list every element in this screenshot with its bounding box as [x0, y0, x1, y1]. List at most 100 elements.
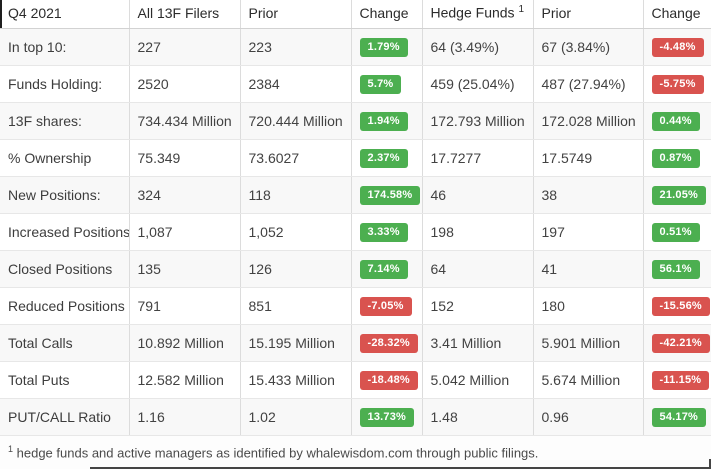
hedge-funds-change-cell: -5.75%: [643, 65, 711, 103]
window-edge-artifact-left: [0, 0, 2, 28]
hedge-funds-change-badge: -42.21%: [651, 333, 710, 353]
all-filers-value: 1.16: [129, 398, 241, 436]
hedge-funds-change-badge: 21.05%: [651, 185, 707, 205]
hedge-funds-value: 459 (25.04%): [422, 65, 534, 103]
all-filers-change-cell: -18.48%: [351, 361, 423, 399]
all-filers-value: 324: [129, 176, 241, 214]
row-label: Total Calls: [0, 324, 130, 362]
row-label: Reduced Positions: [0, 287, 130, 325]
all-filers-prior: 15.195 Million: [240, 324, 352, 362]
hedge-funds-change-cell: -15.56%: [643, 287, 711, 325]
hedge-funds-change-badge: -11.15%: [651, 370, 710, 390]
table-row: Reduced Positions 791 851 -7.05% 152 180…: [0, 287, 711, 325]
hedge-funds-value: 64 (3.49%): [422, 28, 534, 66]
hedge-funds-prior: 17.5749: [533, 139, 644, 177]
hedge-funds-prior: 0.96: [533, 398, 644, 436]
all-filers-change-cell: 1.94%: [351, 102, 423, 140]
all-filers-change-cell: 3.33%: [351, 213, 423, 251]
column-header-prior-hf: Prior: [533, 0, 644, 29]
column-header-prior-all: Prior: [240, 0, 352, 29]
all-filers-value: 135: [129, 250, 241, 288]
hedge-funds-prior: 67 (3.84%): [533, 28, 644, 66]
hedge-funds-value: 172.793 Million: [422, 102, 534, 140]
all-filers-prior: 851: [240, 287, 352, 325]
all-filers-value: 2520: [129, 65, 241, 103]
all-filers-value: 1,087: [129, 213, 241, 251]
footnote: 1 hedge funds and active managers as ide…: [0, 435, 711, 469]
column-header-change-all: Change: [351, 0, 423, 29]
all-filers-change-cell: 7.14%: [351, 250, 423, 288]
hedge-funds-prior: 172.028 Million: [533, 102, 644, 140]
window-edge-artifact-right: [709, 459, 711, 467]
hedge-funds-change-cell: 0.51%: [643, 213, 711, 251]
hedge-funds-change-cell: -42.21%: [643, 324, 711, 362]
row-label: Funds Holding:: [0, 65, 130, 103]
hedge-funds-value: 64: [422, 250, 534, 288]
hedge-funds-change-cell: 0.87%: [643, 139, 711, 177]
row-label: Closed Positions: [0, 250, 130, 288]
all-filers-change-badge: -28.32%: [359, 333, 418, 353]
hedge-funds-label: Hedge Funds: [430, 5, 515, 22]
row-label: Total Puts: [0, 361, 130, 399]
footnote-marker-superscript: 1: [518, 4, 525, 16]
all-filers-value: 791: [129, 287, 241, 325]
footnote-marker: 1: [8, 443, 14, 454]
all-filers-change-badge: 1.94%: [359, 111, 408, 131]
hedge-funds-change-badge: -15.56%: [651, 296, 710, 316]
hedge-funds-prior: 197: [533, 213, 644, 251]
hedge-funds-change-cell: 0.44%: [643, 102, 711, 140]
table-row: In top 10: 227 223 1.79% 64 (3.49%) 67 (…: [0, 28, 711, 66]
hedge-funds-prior: 487 (27.94%): [533, 65, 644, 103]
hedge-funds-prior: 41: [533, 250, 644, 288]
table-row: Closed Positions 135 126 7.14% 64 41 56.…: [0, 250, 711, 288]
hedge-funds-change-badge: 0.87%: [651, 148, 700, 168]
all-filers-change-cell: -7.05%: [351, 287, 423, 325]
table-row: New Positions: 324 118 174.58% 46 38 21.…: [0, 176, 711, 214]
hedge-funds-change-cell: -4.48%: [643, 28, 711, 66]
window-edge-artifact-bottom: [90, 467, 711, 469]
table-header-row: Q4 2021 All 13F Filers Prior Change Hedg…: [0, 0, 711, 29]
all-filers-change-badge: -18.48%: [359, 370, 418, 390]
all-filers-change-badge: 7.14%: [359, 259, 408, 279]
row-label: Increased Positions: [0, 213, 130, 251]
all-filers-prior: 1.02: [240, 398, 352, 436]
all-filers-change-badge: 13.73%: [359, 407, 415, 427]
all-filers-change-badge: 5.7%: [359, 74, 402, 94]
all-filers-change-badge: 2.37%: [359, 148, 408, 168]
hedge-funds-value: 17.7277: [422, 139, 534, 177]
filings-summary-table: Q4 2021 All 13F Filers Prior Change Hedg…: [0, 0, 711, 436]
all-filers-change-badge: 1.79%: [359, 37, 408, 57]
hedge-funds-change-cell: 21.05%: [643, 176, 711, 214]
all-filers-change-cell: 174.58%: [351, 176, 423, 214]
hedge-funds-change-cell: 54.17%: [643, 398, 711, 436]
hedge-funds-value: 3.41 Million: [422, 324, 534, 362]
hedge-funds-change-badge: 0.51%: [651, 222, 700, 242]
column-header-change-hf: Change: [643, 0, 711, 29]
hedge-funds-change-badge: 0.44%: [651, 111, 700, 131]
column-header-hedge-funds: Hedge Funds 1: [422, 0, 534, 29]
all-filers-change-badge: 3.33%: [359, 222, 408, 242]
all-filers-prior: 73.6027: [240, 139, 352, 177]
row-label: 13F shares:: [0, 102, 130, 140]
hedge-funds-change-badge: -5.75%: [651, 74, 704, 94]
all-filers-change-cell: 1.79%: [351, 28, 423, 66]
all-filers-prior: 223: [240, 28, 352, 66]
all-filers-change-badge: -7.05%: [359, 296, 412, 316]
hedge-funds-value: 198: [422, 213, 534, 251]
hedge-funds-value: 152: [422, 287, 534, 325]
hedge-funds-change-badge: 56.1%: [651, 259, 700, 279]
hedge-funds-value: 5.042 Million: [422, 361, 534, 399]
all-filers-change-cell: 13.73%: [351, 398, 423, 436]
footnote-text: hedge funds and active managers as ident…: [16, 444, 539, 460]
all-filers-change-cell: 5.7%: [351, 65, 423, 103]
hedge-funds-value: 1.48: [422, 398, 534, 436]
table-row: % Ownership 75.349 73.6027 2.37% 17.7277…: [0, 139, 711, 177]
hedge-funds-change-cell: -11.15%: [643, 361, 711, 399]
all-filers-change-cell: -28.32%: [351, 324, 423, 362]
table-row: PUT/CALL Ratio 1.16 1.02 13.73% 1.48 0.9…: [0, 398, 711, 436]
hedge-funds-change-badge: -4.48%: [651, 37, 704, 57]
row-label: In top 10:: [0, 28, 130, 66]
hedge-funds-change-badge: 54.17%: [651, 407, 707, 427]
table-row: 13F shares: 734.434 Million 720.444 Mill…: [0, 102, 711, 140]
table-row: Increased Positions 1,087 1,052 3.33% 19…: [0, 213, 711, 251]
